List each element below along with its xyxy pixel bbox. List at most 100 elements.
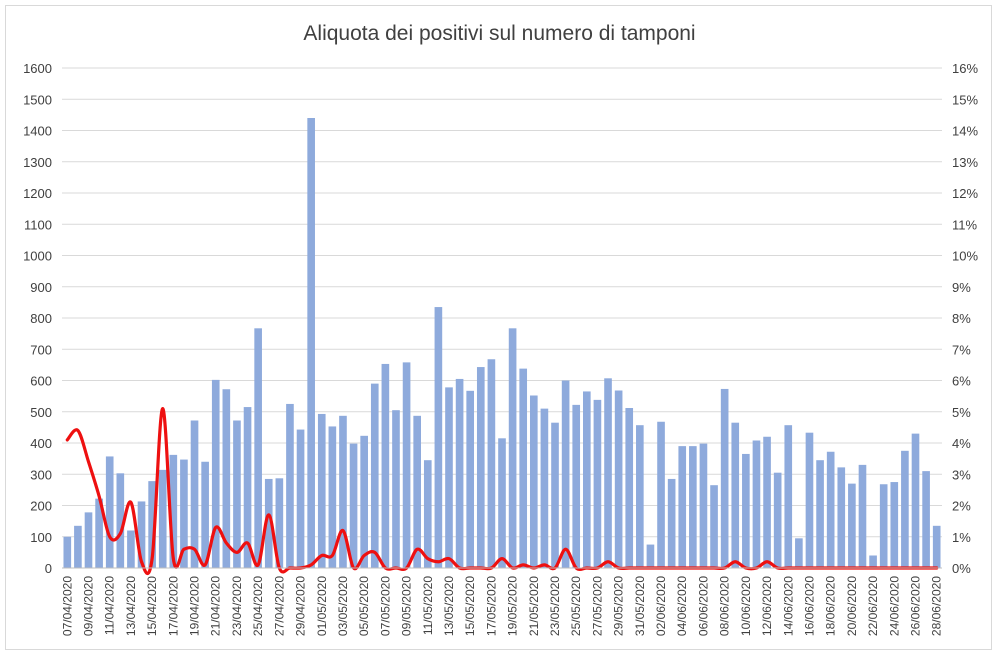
x-tick-label: 13/05/2020 [442, 576, 456, 636]
bar [699, 443, 708, 568]
x-tick-label: 10/06/2020 [739, 576, 753, 636]
y-tick-label: 0 [45, 561, 52, 576]
y-tick-label: 1300 [23, 155, 52, 170]
bar [795, 538, 803, 568]
x-tick-label: 19/05/2020 [506, 576, 520, 636]
bar [625, 408, 634, 568]
x-tick-label: 27/05/2020 [590, 576, 604, 636]
bar [826, 451, 835, 568]
bar [158, 469, 167, 568]
bar [413, 415, 421, 568]
bar [201, 461, 209, 568]
bar [211, 379, 220, 568]
bar [317, 413, 326, 568]
y-tick-label: 700 [30, 342, 52, 357]
bar [837, 467, 846, 568]
y-tick-label: 500 [30, 405, 52, 420]
chart-title: Aliquota dei positivi sul numero di tamp… [303, 22, 696, 45]
x-tick-label: 07/05/2020 [378, 576, 392, 636]
bar [328, 426, 337, 568]
bar [169, 454, 178, 568]
bar [222, 389, 231, 568]
bar [667, 478, 676, 568]
x-tick-label: 21/04/2020 [209, 576, 223, 636]
bar [307, 118, 315, 568]
bar [858, 464, 867, 568]
x-tick-label: 21/05/2020 [527, 576, 541, 636]
bar [551, 422, 559, 568]
bar [148, 481, 156, 568]
x-tick-label: 15/04/2020 [145, 576, 159, 636]
grid-layer [62, 67, 942, 538]
bar [519, 368, 528, 568]
x-tick-label: 07/04/2020 [60, 576, 74, 636]
x-tick-label: 09/04/2020 [82, 576, 96, 636]
bar [848, 483, 856, 568]
x-tick-label: 18/06/2020 [824, 576, 838, 636]
x-tick-label: 13/04/2020 [124, 576, 138, 636]
x-tick-label: 03/05/2020 [336, 576, 350, 636]
x-tick-label: 09/05/2020 [400, 576, 414, 636]
x-tick-label: 12/06/2020 [760, 576, 774, 636]
x-tick-label: 14/06/2020 [781, 576, 795, 636]
bar [275, 478, 284, 568]
bar [805, 432, 814, 568]
x-tick-label: 23/05/2020 [548, 576, 562, 636]
y2-tick-label: 3% [952, 467, 971, 482]
y2-tick-label: 5% [952, 405, 971, 420]
bar [636, 425, 644, 568]
bar [466, 390, 475, 568]
bar [614, 390, 623, 568]
bar [657, 421, 665, 568]
bar [84, 512, 93, 568]
x-tick-label: 22/06/2020 [866, 576, 880, 636]
bar [583, 391, 591, 568]
bar [455, 378, 464, 568]
bar [264, 478, 273, 568]
y-tick-label: 400 [30, 436, 52, 451]
y2-tick-label: 14% [952, 124, 978, 139]
x-tick-label: 04/06/2020 [675, 576, 689, 636]
x-tick-label: 08/06/2020 [718, 576, 732, 636]
bar [646, 544, 655, 568]
bar [572, 404, 581, 568]
bar [339, 415, 347, 568]
bar [63, 536, 72, 568]
y2-tick-label: 0% [952, 561, 971, 576]
x-tick-label: 23/04/2020 [230, 576, 244, 636]
bar [487, 359, 496, 568]
bar [720, 388, 729, 568]
bar [127, 530, 135, 568]
bar [445, 387, 453, 568]
bar [689, 446, 697, 568]
y-tick-label: 800 [30, 311, 52, 326]
axis-layer: 0 100 200 300 400 500 600 700 800 900 1000 1100 1200… [23, 61, 978, 636]
bar [423, 460, 432, 568]
y2-tick-label: 16% [952, 61, 978, 76]
bar [370, 383, 379, 568]
bar [710, 485, 718, 568]
y-tick-label: 300 [30, 467, 52, 482]
y2-tick-label: 6% [952, 374, 971, 389]
bar [901, 450, 909, 568]
bar [180, 459, 188, 568]
x-tick-label: 31/05/2020 [633, 576, 647, 636]
x-tick-label: 29/04/2020 [294, 576, 308, 636]
y-tick-label: 900 [30, 280, 52, 295]
x-tick-label: 19/04/2020 [188, 576, 202, 636]
bar [890, 482, 899, 568]
bar [116, 473, 125, 568]
x-tick-label: 26/06/2020 [908, 576, 922, 636]
y2-tick-label: 11% [952, 217, 977, 232]
y-tick-label: 1100 [24, 217, 52, 232]
bar [593, 399, 602, 568]
y2-tick-label: 2% [952, 499, 971, 514]
y2-tick-label: 9% [952, 280, 971, 295]
bar [508, 328, 517, 568]
x-tick-label: 29/05/2020 [612, 576, 626, 636]
x-tick-label: 05/05/2020 [357, 576, 371, 636]
y-tick-label: 1000 [23, 249, 52, 264]
bar [190, 420, 199, 568]
y2-tick-label: 1% [952, 530, 971, 545]
x-tick-label: 24/06/2020 [887, 576, 901, 636]
